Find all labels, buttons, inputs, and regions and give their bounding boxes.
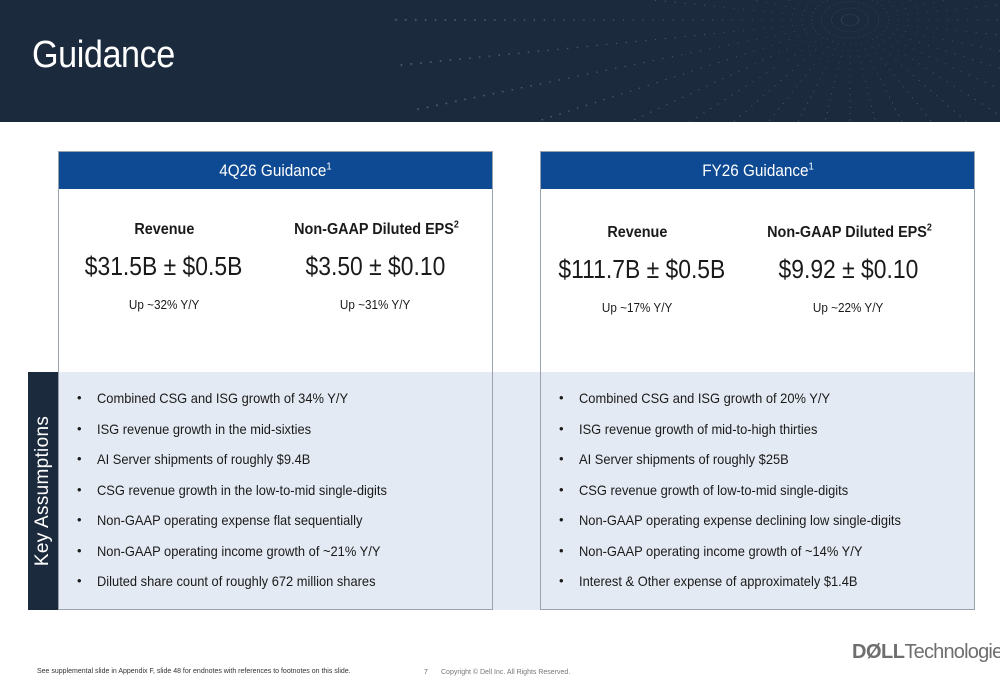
decorative-dot-pattern: [380, 0, 1000, 122]
metric-value: $111.7B ± $0.5B: [547, 254, 727, 285]
metric-growth: Up ~31% Y/Y: [285, 297, 465, 312]
page-number: 7: [424, 669, 428, 676]
list-item: CSG revenue growth in the low-to-mid sin…: [77, 482, 412, 513]
footnote-marker: 2: [454, 220, 459, 231]
panel-header: FY26 Guidance1: [541, 152, 974, 189]
list-item: AI Server shipments of roughly $25B: [559, 451, 929, 482]
copyright-notice: Copyright © Dell Inc. All Rights Reserve…: [441, 669, 570, 676]
list-item: ISG revenue growth in the mid-sixties: [77, 421, 412, 452]
panel-title: 4Q26 Guidance1: [219, 161, 331, 181]
key-assumptions-label-wrap: Key Assumptions: [28, 372, 59, 610]
list-item: Non-GAAP operating expense declining low…: [559, 512, 929, 543]
metric-label: Non-GAAP Diluted EPS2: [758, 224, 938, 242]
guidance-panel-fy26: FY26 Guidance1 Revenue $111.7B ± $0.5B U…: [540, 151, 975, 610]
eps-metric: Non-GAAP Diluted EPS2 $9.92 ± $0.10 Up ~…: [758, 224, 938, 315]
footnote-marker: 1: [326, 160, 331, 172]
revenue-metric: Revenue $111.7B ± $0.5B Up ~17% Y/Y: [547, 224, 727, 315]
metric-value: $3.50 ± $0.10: [285, 251, 465, 282]
panel-header: 4Q26 Guidance1: [59, 152, 492, 189]
list-item: Diluted share count of roughly 672 milli…: [77, 573, 412, 604]
footnote: See supplemental slide in Appendix F, sl…: [37, 668, 351, 675]
list-item: Non-GAAP operating income growth of ~14%…: [559, 543, 929, 574]
list-item: Combined CSG and ISG growth of 20% Y/Y: [559, 390, 929, 421]
metric-growth: Up ~32% Y/Y: [74, 297, 254, 312]
revenue-metric: Revenue $31.5B ± $0.5B Up ~32% Y/Y: [74, 221, 254, 312]
eps-metric: Non-GAAP Diluted EPS2 $3.50 ± $0.10 Up ~…: [285, 221, 465, 312]
panel-title: FY26 Guidance1: [702, 161, 814, 181]
list-item: AI Server shipments of roughly $9.4B: [77, 451, 412, 482]
list-item: CSG revenue growth of low-to-mid single-…: [559, 482, 929, 513]
assumptions-list: Combined CSG and ISG growth of 34% Y/Y I…: [77, 390, 412, 604]
assumptions-list: Combined CSG and ISG growth of 20% Y/Y I…: [559, 390, 929, 604]
footnote-marker: 2: [927, 223, 932, 234]
metric-label: Revenue: [74, 221, 254, 239]
page-title: Guidance: [32, 34, 175, 77]
metric-label: Revenue: [547, 224, 727, 242]
key-assumptions-label: Key Assumptions: [33, 416, 55, 566]
metric-label: Non-GAAP Diluted EPS2: [285, 221, 465, 239]
footnote-marker: 1: [808, 160, 813, 172]
guidance-panel-4q26: 4Q26 Guidance1 Revenue $31.5B ± $0.5B Up…: [58, 151, 493, 610]
metric-value: $9.92 ± $0.10: [758, 254, 938, 285]
list-item: Combined CSG and ISG growth of 34% Y/Y: [77, 390, 412, 421]
metric-value: $31.5B ± $0.5B: [74, 251, 254, 282]
metric-growth: Up ~22% Y/Y: [758, 300, 938, 315]
list-item: Non-GAAP operating expense flat sequenti…: [77, 512, 412, 543]
list-item: Non-GAAP operating income growth of ~21%…: [77, 543, 412, 574]
list-item: ISG revenue growth of mid-to-high thirti…: [559, 421, 929, 452]
metric-growth: Up ~17% Y/Y: [547, 300, 727, 315]
list-item: Interest & Other expense of approximatel…: [559, 573, 929, 604]
title-banner: Guidance: [0, 0, 1000, 122]
dell-technologies-logo: DØLLTechnologies: [852, 641, 1000, 664]
